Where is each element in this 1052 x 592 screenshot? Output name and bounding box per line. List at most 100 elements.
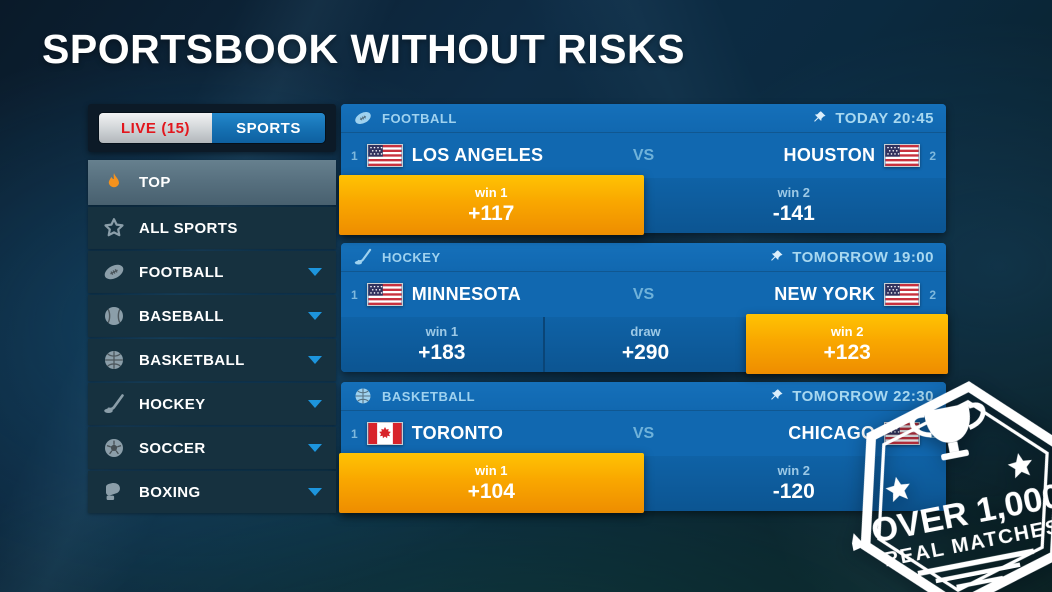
flame-icon bbox=[102, 171, 126, 195]
sidebar-item-label: ALL SPORTS bbox=[139, 219, 238, 237]
sidebar-item-top[interactable]: TOP bbox=[88, 160, 336, 205]
odds-row: win 1 +183 draw +290 win 2 +123 bbox=[341, 314, 949, 374]
match-list: FOOTBALL TODAY 20:45 1 LOS ANGELES VS HO… bbox=[339, 104, 949, 521]
team-number: 1 bbox=[351, 426, 358, 441]
match-card-football: FOOTBALL TODAY 20:45 1 LOS ANGELES VS HO… bbox=[339, 104, 946, 235]
sidebar-item-all-sports[interactable]: ALL SPORTS bbox=[88, 207, 336, 249]
badge-line2: REAL MATCHES bbox=[882, 516, 1052, 572]
odd-win2-button[interactable]: win 2 -141 bbox=[641, 178, 946, 233]
odds-row: win 1 +117 win 2 -141 bbox=[339, 175, 946, 235]
card-header: BASKETBALL TOMORROW 22:30 bbox=[341, 382, 946, 411]
team-number: 1 bbox=[351, 148, 358, 163]
sidebar-item-football[interactable]: FOOTBALL bbox=[88, 251, 336, 293]
chevron-down-icon[interactable] bbox=[308, 268, 322, 276]
match-time: TODAY 20:45 bbox=[812, 110, 934, 127]
vs-label: VS bbox=[632, 146, 655, 164]
odd-label: win 2 bbox=[777, 463, 810, 478]
tab-sports-label: SPORTS bbox=[236, 119, 301, 137]
chevron-down-icon[interactable] bbox=[308, 312, 322, 320]
team-name: NEW YORK bbox=[774, 284, 876, 304]
football-icon bbox=[353, 108, 373, 128]
tab-live[interactable]: LIVE (15) bbox=[99, 113, 212, 143]
us-flag-icon bbox=[884, 422, 921, 445]
team-away: NEW YORK 2 bbox=[774, 283, 936, 306]
odd-label: win 1 bbox=[425, 324, 459, 339]
hockey-icon bbox=[353, 247, 373, 267]
us-flag-icon bbox=[884, 144, 921, 167]
sidebar-item-label: BOXING bbox=[139, 483, 201, 501]
odd-label: win 2 bbox=[777, 185, 810, 200]
odds-row: win 1 +104 win 2 -120 bbox=[339, 453, 946, 513]
odd-value: +123 bbox=[823, 340, 871, 364]
pin-icon bbox=[812, 110, 828, 126]
basketball-icon bbox=[102, 348, 126, 372]
team-name: TORONTO bbox=[411, 423, 504, 443]
sidebar-tabs-panel: LIVE (15) SPORTS bbox=[88, 104, 336, 152]
team-name: CHICAGO bbox=[788, 423, 876, 443]
chevron-down-icon[interactable] bbox=[308, 444, 322, 452]
odd-win2-button[interactable]: win 2 +123 bbox=[746, 314, 949, 374]
odd-win2-button[interactable]: win 2 -120 bbox=[641, 456, 946, 511]
teams-row: 1 TORONTO VS CHICAGO 2 bbox=[341, 411, 946, 456]
sidebar-item-soccer[interactable]: SOCCER bbox=[88, 427, 336, 469]
card-header: HOCKEY TOMORROW 19:00 bbox=[341, 243, 946, 272]
sidebar-item-hockey[interactable]: HOCKEY bbox=[88, 383, 336, 425]
match-card-basketball: BASKETBALL TOMORROW 22:30 1 TORONTO VS C… bbox=[339, 382, 946, 513]
page-title: SPORTSBOOK WITHOUT RISKS bbox=[42, 26, 685, 72]
sidebar-item-label: SOCCER bbox=[139, 439, 206, 457]
sidebar-item-label: HOCKEY bbox=[139, 395, 206, 413]
odd-win1-button[interactable]: win 1 +104 bbox=[339, 453, 644, 513]
odd-value: +104 bbox=[467, 479, 515, 503]
sidebar-item-label: TOP bbox=[139, 174, 171, 191]
sport-label: FOOTBALL bbox=[382, 110, 457, 126]
match-time-label: TOMORROW 22:30 bbox=[792, 387, 934, 405]
football-icon bbox=[102, 260, 126, 284]
odd-win1-button[interactable]: win 1 +117 bbox=[339, 175, 644, 235]
odd-value: -120 bbox=[772, 480, 815, 503]
sidebar-item-boxing[interactable]: BOXING bbox=[88, 471, 336, 513]
hockey-icon bbox=[102, 392, 126, 416]
sidebar-item-baseball[interactable]: BASEBALL bbox=[88, 295, 336, 337]
teams-row: 1 LOS ANGELES VS HOUSTON 2 bbox=[341, 133, 946, 178]
odd-value: -141 bbox=[772, 202, 815, 225]
live-count-badge: (15) bbox=[161, 119, 191, 137]
team-number: 2 bbox=[929, 148, 936, 163]
odd-win1-button[interactable]: win 1 +183 bbox=[341, 317, 545, 372]
team-number: 1 bbox=[351, 287, 358, 302]
us-flag-icon bbox=[366, 144, 403, 167]
odd-value: +290 bbox=[621, 341, 670, 364]
team-home: 1 LOS ANGELES bbox=[351, 144, 543, 167]
match-time: TOMORROW 19:00 bbox=[769, 249, 934, 266]
chevron-down-icon[interactable] bbox=[308, 400, 322, 408]
odd-label: win 2 bbox=[830, 323, 864, 339]
team-away: CHICAGO 2 bbox=[788, 422, 936, 445]
tab-sports[interactable]: SPORTS bbox=[212, 113, 325, 143]
team-number: 2 bbox=[929, 287, 936, 302]
team-name: HOUSTON bbox=[783, 145, 876, 165]
us-flag-icon bbox=[884, 283, 921, 306]
match-time-label: TOMORROW 19:00 bbox=[792, 248, 934, 266]
basketball-icon bbox=[353, 386, 373, 406]
tab-live-label: LIVE bbox=[120, 119, 157, 137]
chevron-down-icon[interactable] bbox=[308, 488, 322, 496]
team-name: LOS ANGELES bbox=[411, 145, 544, 165]
sport-label: BASKETBALL bbox=[382, 388, 476, 404]
match-time: TOMORROW 22:30 bbox=[769, 388, 934, 405]
sport-label: HOCKEY bbox=[382, 249, 441, 265]
odd-draw-button[interactable]: draw +290 bbox=[544, 317, 749, 372]
us-flag-icon bbox=[366, 283, 403, 306]
odd-label: win 1 bbox=[474, 184, 508, 200]
canada-flag-icon bbox=[366, 422, 403, 445]
chevron-down-icon[interactable] bbox=[308, 356, 322, 364]
boxing-glove-icon bbox=[102, 480, 126, 504]
soccer-icon bbox=[102, 436, 126, 460]
team-number: 2 bbox=[929, 426, 936, 441]
match-card-hockey: HOCKEY TOMORROW 19:00 1 MINNESOTA VS NEW… bbox=[341, 243, 949, 374]
sidebar-item-label: FOOTBALL bbox=[139, 263, 224, 281]
sidebar-item-basketball[interactable]: BASKETBALL bbox=[88, 339, 336, 381]
team-home: 1 TORONTO bbox=[351, 422, 503, 445]
team-away: HOUSTON 2 bbox=[784, 144, 936, 167]
star-icon bbox=[102, 216, 126, 240]
sidebar-item-label: BASEBALL bbox=[139, 307, 224, 325]
baseball-icon bbox=[102, 304, 126, 328]
